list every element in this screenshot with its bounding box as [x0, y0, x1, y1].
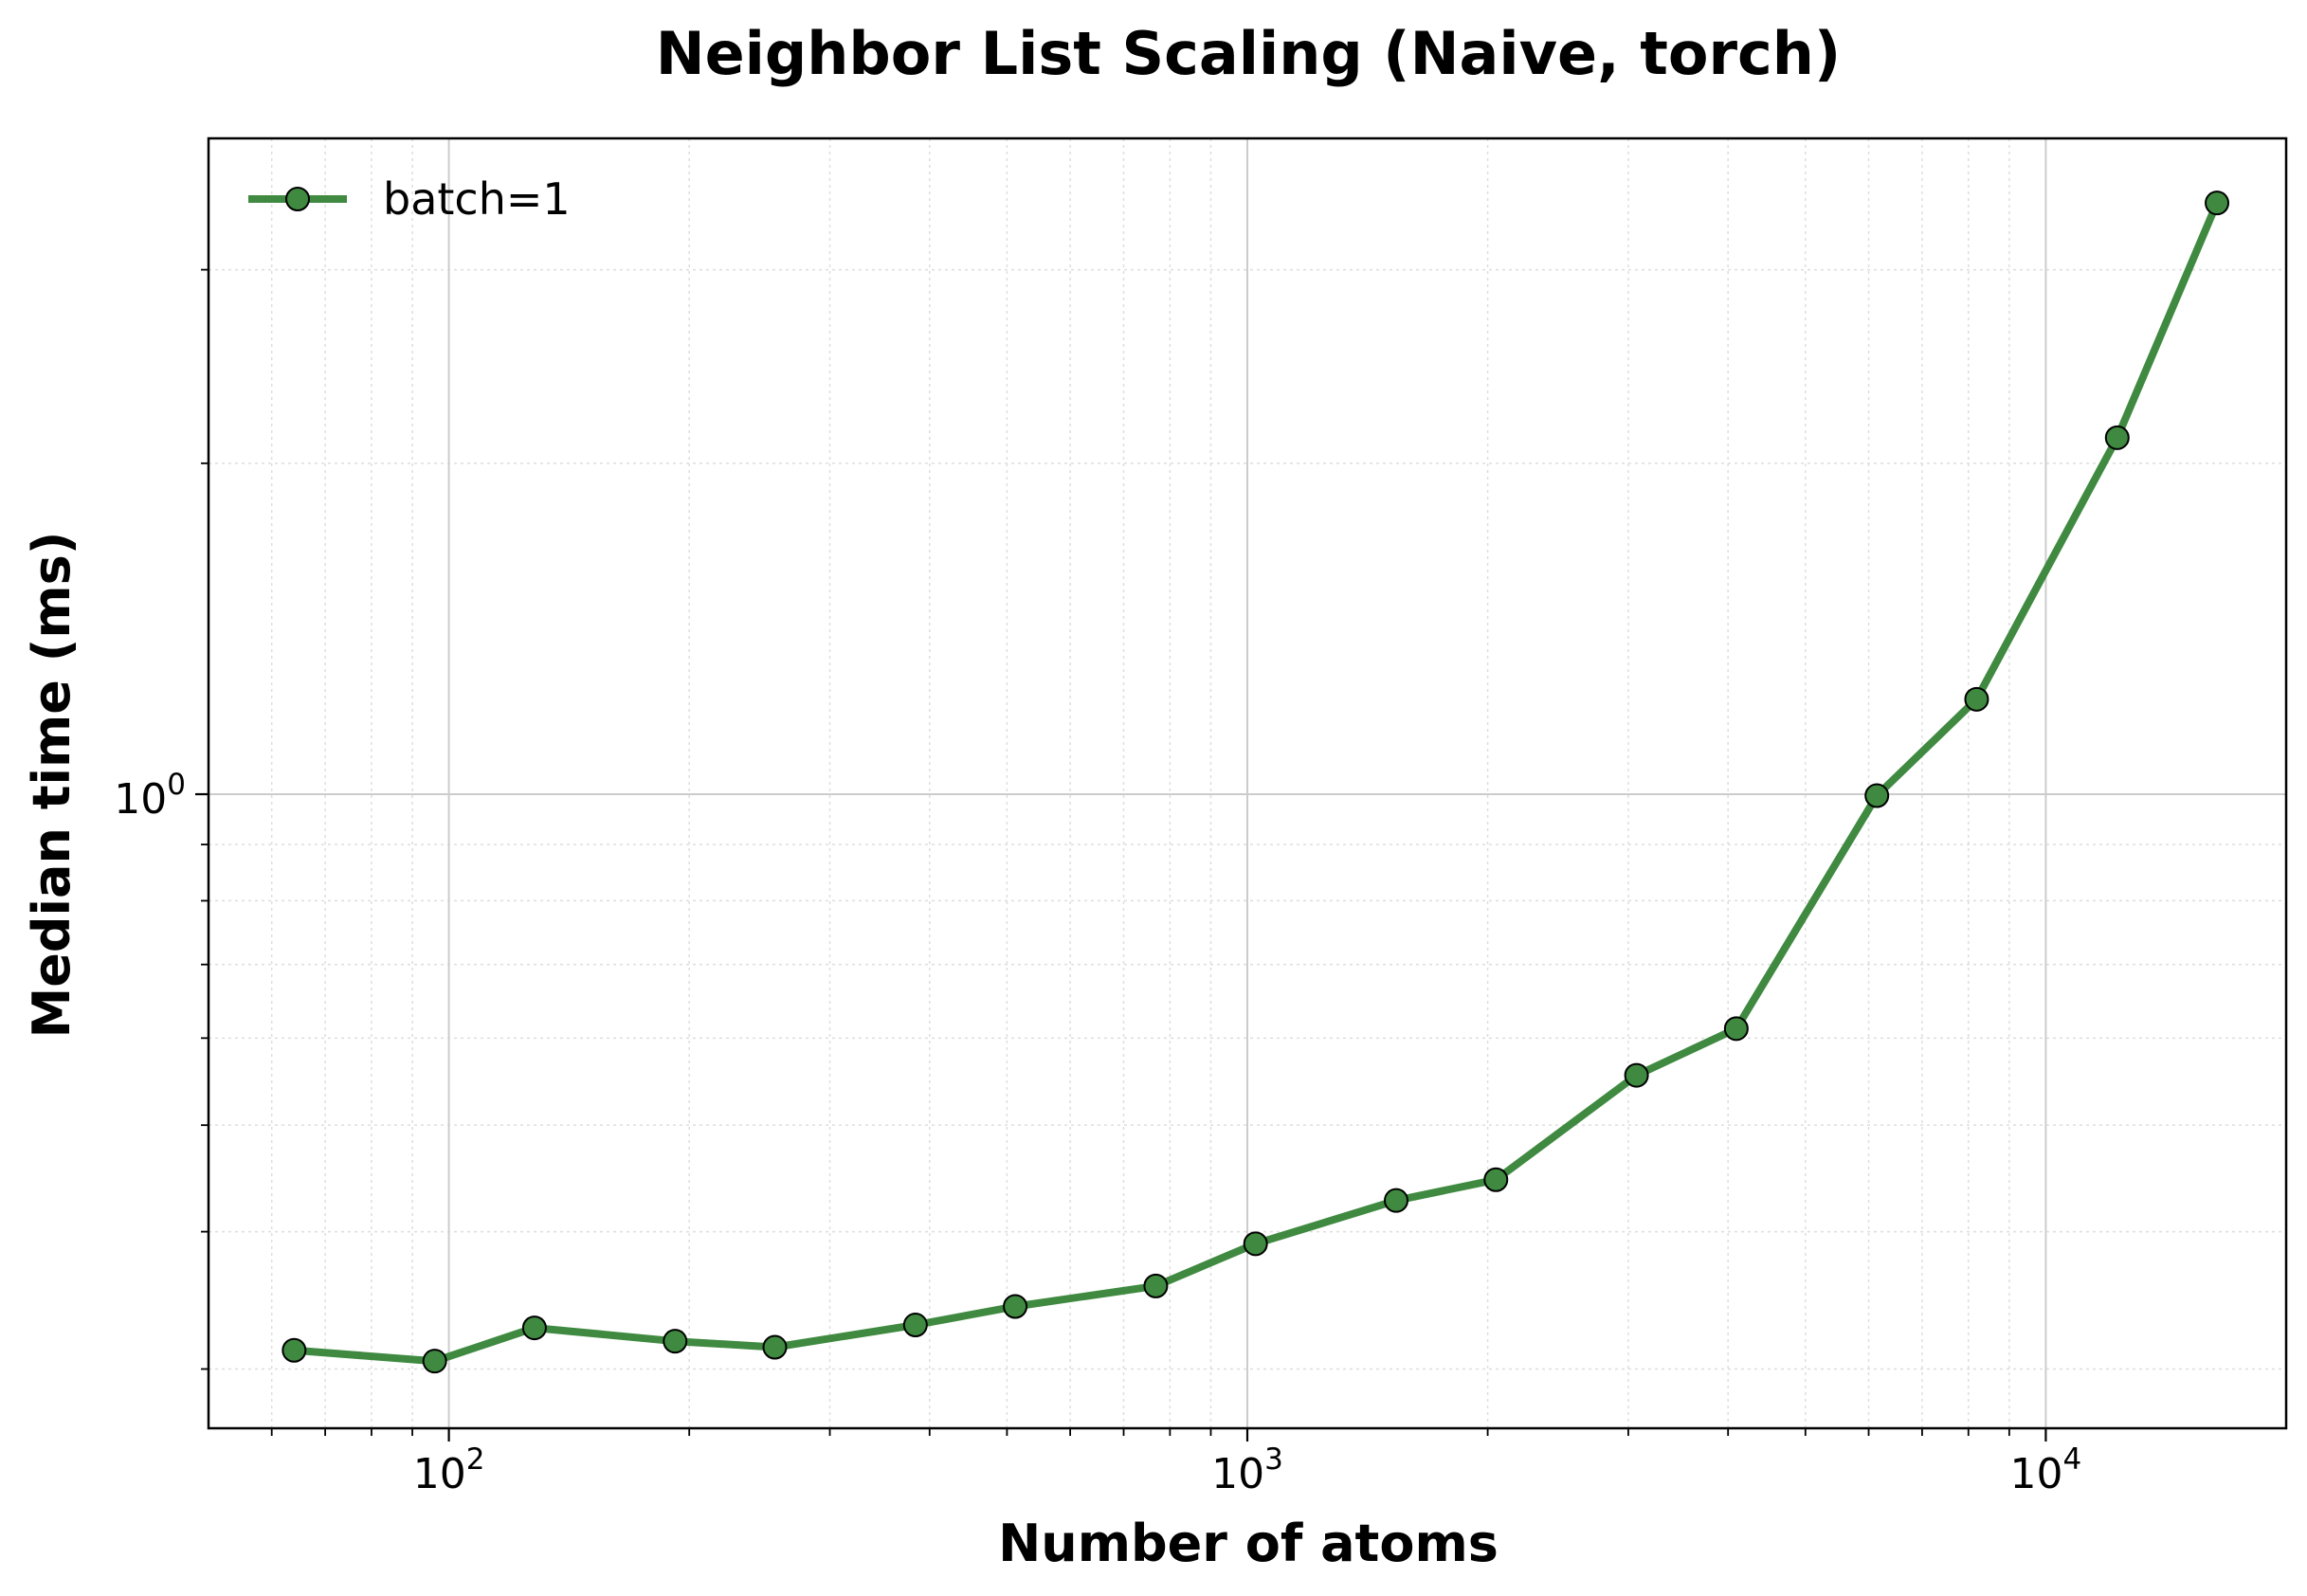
- data-point: [2104, 425, 2130, 450]
- x-tick-label: 102: [413, 1442, 485, 1498]
- data-point: [663, 1329, 688, 1354]
- ticks-layer: 102 103 104 100: [114, 268, 2082, 1498]
- legend: batch=1: [248, 173, 571, 225]
- data-point: [1243, 1231, 1268, 1257]
- major-grid: [209, 138, 2286, 1428]
- data-point: [1384, 1188, 1409, 1213]
- data-point: [422, 1349, 447, 1374]
- chart-title: Neighbor List Scaling (Naive, torch): [656, 19, 1842, 88]
- x-tick-label: 104: [2010, 1442, 2082, 1498]
- data-point: [1003, 1294, 1028, 1319]
- legend-marker: [285, 187, 310, 211]
- data-point: [1143, 1273, 1169, 1298]
- data-point: [1864, 783, 1890, 808]
- data-point: [282, 1337, 307, 1363]
- y-tick-label: 100: [114, 768, 186, 824]
- data-point: [1723, 1016, 1749, 1042]
- data-point: [1624, 1062, 1649, 1088]
- legend-label: batch=1: [383, 173, 571, 225]
- data-point: [2205, 190, 2230, 216]
- y-axis-label: Median time (ms): [22, 532, 82, 1039]
- x-tick-label: 103: [1211, 1442, 1283, 1498]
- data-point: [762, 1334, 788, 1360]
- data-point: [1483, 1167, 1509, 1192]
- series-layer: [282, 190, 2230, 1374]
- x-axis-label: Number of atoms: [998, 1514, 1499, 1573]
- data-point: [1964, 686, 1989, 712]
- data-point: [902, 1313, 928, 1338]
- minor-grid: [209, 138, 2286, 1428]
- data-point: [521, 1315, 547, 1341]
